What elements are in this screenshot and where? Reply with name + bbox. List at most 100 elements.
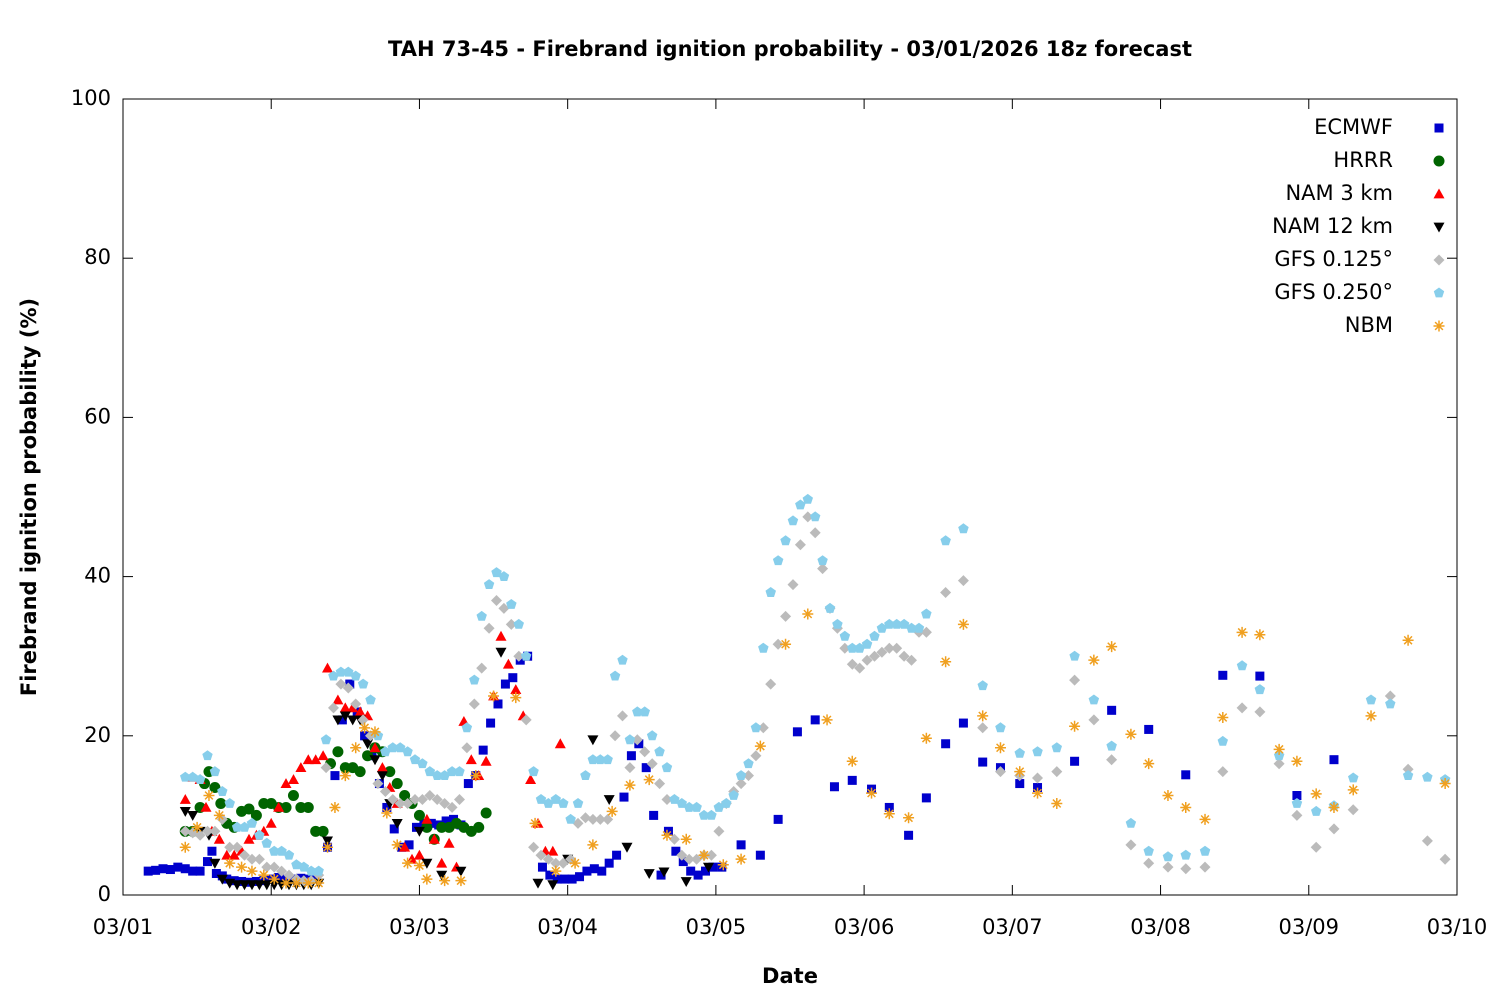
data-point (921, 793, 931, 803)
data-point (750, 722, 762, 733)
data-point (413, 860, 425, 872)
data-point (320, 734, 332, 745)
data-point (505, 618, 517, 630)
data-point (250, 809, 262, 821)
data-point (510, 684, 522, 694)
data-point (431, 794, 443, 805)
data-point (360, 731, 370, 741)
data-point (846, 658, 858, 670)
data-point (243, 833, 255, 844)
data-point (320, 762, 332, 774)
data-point (510, 692, 522, 704)
data-point (322, 836, 333, 847)
data-point (866, 787, 878, 799)
data-point (1402, 763, 1414, 775)
data-point (1365, 694, 1377, 705)
data-point (861, 654, 873, 666)
data-point (891, 618, 902, 629)
data-point (179, 825, 191, 837)
data-point (306, 865, 317, 876)
data-point (191, 821, 203, 833)
data-point (506, 599, 517, 609)
data-point (211, 869, 221, 879)
data-point (750, 750, 762, 762)
data-point (693, 870, 703, 880)
data-point (347, 702, 359, 713)
data-point (565, 813, 576, 824)
data-point (1125, 728, 1137, 740)
data-point (265, 817, 277, 828)
data-point (550, 865, 562, 877)
data-point (717, 859, 729, 871)
legend-marker (1433, 222, 1445, 233)
data-point (543, 798, 554, 808)
data-point (213, 809, 225, 821)
data-point (202, 825, 213, 837)
data-point (1291, 798, 1303, 808)
data-point (606, 805, 618, 817)
data-point (1069, 650, 1080, 661)
data-point (1014, 766, 1026, 778)
data-point (498, 602, 510, 614)
data-point (542, 853, 554, 865)
data-point (1051, 742, 1062, 753)
data-point (495, 630, 507, 641)
data-point (402, 746, 413, 757)
data-point (1329, 755, 1339, 765)
x-tick-label: 03/05 (686, 915, 747, 939)
data-point (173, 862, 183, 872)
data-point (587, 813, 599, 825)
data-point (231, 841, 243, 853)
data-point (381, 807, 393, 819)
data-point (520, 650, 532, 661)
x-axis-label: Date (762, 964, 818, 988)
data-point (883, 808, 895, 820)
legend-label: HRRR (1333, 148, 1393, 172)
data-point (495, 647, 507, 658)
data-point (302, 877, 314, 889)
data-point (958, 718, 968, 728)
data-point (1273, 743, 1285, 755)
data-point (209, 766, 221, 777)
data-point (221, 849, 233, 860)
data-point (330, 771, 340, 781)
data-point (743, 770, 754, 782)
data-point (1218, 670, 1228, 680)
data-point (213, 833, 225, 844)
data-point (224, 857, 236, 869)
data-point (705, 849, 717, 861)
data-point (691, 801, 702, 812)
data-point (839, 642, 851, 654)
plot-frame (122, 98, 1458, 896)
data-point (454, 766, 465, 777)
data-point (498, 571, 510, 581)
data-point (253, 880, 265, 891)
data-point (736, 840, 746, 850)
data-point (787, 515, 799, 526)
data-point (587, 754, 599, 765)
data-point (439, 770, 450, 780)
data-point (735, 770, 747, 780)
data-point (1162, 861, 1174, 873)
data-point (1347, 804, 1359, 816)
data-point (686, 866, 696, 876)
data-point (721, 798, 732, 808)
data-point (1033, 783, 1043, 793)
data-point (302, 801, 314, 813)
data-point (1384, 690, 1396, 702)
data-point (322, 841, 334, 853)
data-point (832, 618, 843, 629)
data-point (1032, 772, 1043, 784)
legend-label: NBM (1345, 313, 1393, 337)
data-point (668, 833, 680, 845)
data-point (1069, 674, 1081, 686)
data-point (817, 563, 829, 575)
data-point (1106, 740, 1117, 751)
data-point (387, 742, 398, 753)
data-point (631, 734, 643, 746)
data-point (224, 798, 235, 808)
data-point (684, 801, 695, 812)
data-point (224, 841, 236, 853)
data-point (639, 746, 651, 758)
data-point (582, 866, 592, 876)
